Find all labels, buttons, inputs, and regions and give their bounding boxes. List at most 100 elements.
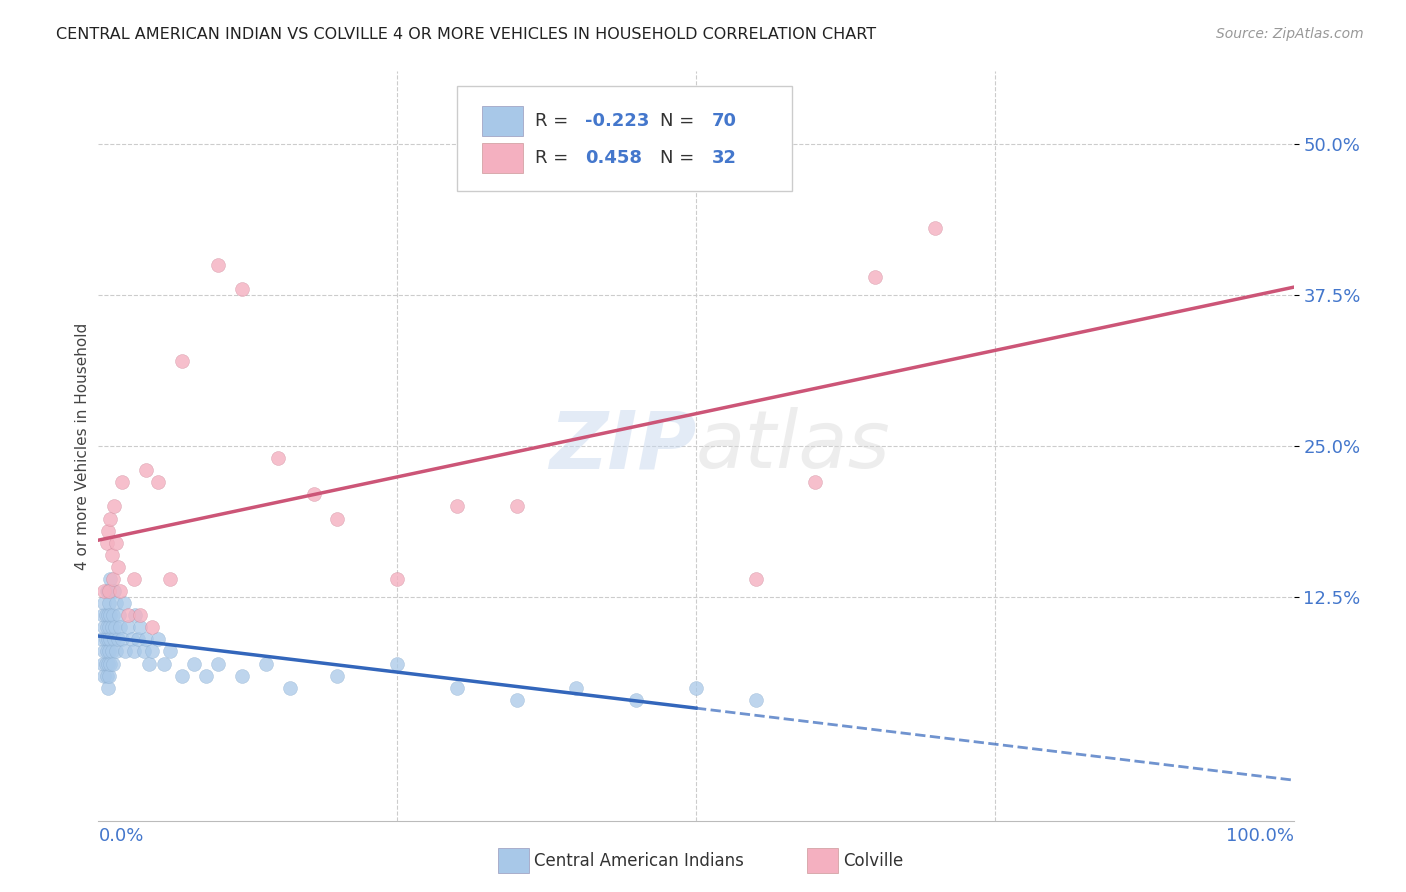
Text: N =: N =	[661, 149, 700, 168]
Point	[97, 584, 120, 599]
Point	[129, 620, 152, 634]
Point	[804, 475, 827, 490]
Point	[159, 572, 181, 586]
Point	[172, 354, 194, 368]
Point	[101, 572, 124, 586]
Point	[96, 584, 118, 599]
Point	[105, 644, 128, 658]
Point	[100, 548, 122, 562]
Point	[108, 620, 131, 634]
Point	[231, 668, 253, 682]
Point	[153, 657, 176, 671]
Point	[385, 572, 409, 586]
Text: 70: 70	[711, 112, 737, 130]
Point	[98, 608, 122, 623]
Text: N =: N =	[661, 112, 700, 130]
Point	[98, 620, 121, 634]
Point	[98, 511, 122, 525]
Text: ZIP: ZIP	[548, 407, 696, 485]
Point	[195, 668, 218, 682]
Point	[865, 269, 887, 284]
Point	[124, 572, 146, 586]
Point	[745, 572, 768, 586]
Point	[506, 693, 529, 707]
Point	[96, 535, 118, 549]
Text: 0.0%: 0.0%	[98, 827, 143, 845]
Point	[254, 657, 277, 671]
Point	[107, 608, 129, 623]
Point	[93, 668, 115, 682]
Point	[98, 596, 121, 610]
Text: Central American Indians: Central American Indians	[534, 852, 744, 870]
Point	[302, 487, 325, 501]
Point	[278, 681, 301, 695]
Point	[148, 632, 170, 647]
Point	[93, 596, 115, 610]
Text: R =: R =	[534, 149, 579, 168]
Text: R =: R =	[534, 112, 574, 130]
Point	[183, 657, 205, 671]
Point	[97, 608, 120, 623]
Point	[96, 668, 118, 682]
Point	[626, 693, 648, 707]
Point	[446, 500, 468, 514]
Point	[103, 632, 125, 647]
Point	[124, 608, 146, 623]
Point	[127, 632, 149, 647]
Point	[138, 657, 160, 671]
Point	[745, 693, 768, 707]
Point	[135, 632, 157, 647]
Point	[98, 632, 122, 647]
FancyBboxPatch shape	[482, 106, 523, 136]
Point	[506, 500, 529, 514]
FancyBboxPatch shape	[482, 144, 523, 173]
Point	[94, 608, 117, 623]
Point	[104, 620, 127, 634]
Point	[385, 657, 409, 671]
Point	[159, 644, 181, 658]
Text: CENTRAL AMERICAN INDIAN VS COLVILLE 4 OR MORE VEHICLES IN HOUSEHOLD CORRELATION : CENTRAL AMERICAN INDIAN VS COLVILLE 4 OR…	[56, 27, 876, 42]
Point	[231, 282, 253, 296]
Point	[105, 596, 128, 610]
Point	[98, 668, 121, 682]
Point	[94, 632, 117, 647]
Point	[108, 584, 131, 599]
Point	[97, 657, 120, 671]
Point	[93, 584, 115, 599]
Point	[91, 657, 114, 671]
Point	[107, 632, 129, 647]
FancyBboxPatch shape	[457, 87, 792, 191]
Point	[148, 475, 170, 490]
Point	[93, 620, 115, 634]
Point	[98, 572, 122, 586]
Point	[117, 620, 139, 634]
Point	[172, 668, 194, 682]
Point	[117, 608, 139, 623]
Text: Colville: Colville	[844, 852, 904, 870]
Point	[135, 463, 157, 477]
Point	[101, 657, 124, 671]
Y-axis label: 4 or more Vehicles in Household: 4 or more Vehicles in Household	[75, 322, 90, 570]
Point	[924, 221, 946, 235]
Point	[97, 632, 120, 647]
Point	[685, 681, 707, 695]
Point	[565, 681, 588, 695]
Point	[98, 644, 121, 658]
Text: 32: 32	[711, 149, 737, 168]
Point	[91, 608, 114, 623]
Point	[326, 668, 349, 682]
Point	[129, 608, 152, 623]
Point	[103, 500, 125, 514]
Text: 0.458: 0.458	[585, 149, 641, 168]
Point	[105, 535, 128, 549]
Point	[114, 644, 136, 658]
Text: Source: ZipAtlas.com: Source: ZipAtlas.com	[1216, 27, 1364, 41]
Point	[141, 620, 163, 634]
Point	[91, 632, 114, 647]
Point	[94, 657, 117, 671]
Text: 100.0%: 100.0%	[1226, 827, 1294, 845]
Text: -0.223: -0.223	[585, 112, 650, 130]
Point	[141, 644, 163, 658]
Point	[207, 258, 229, 272]
Point	[98, 657, 122, 671]
